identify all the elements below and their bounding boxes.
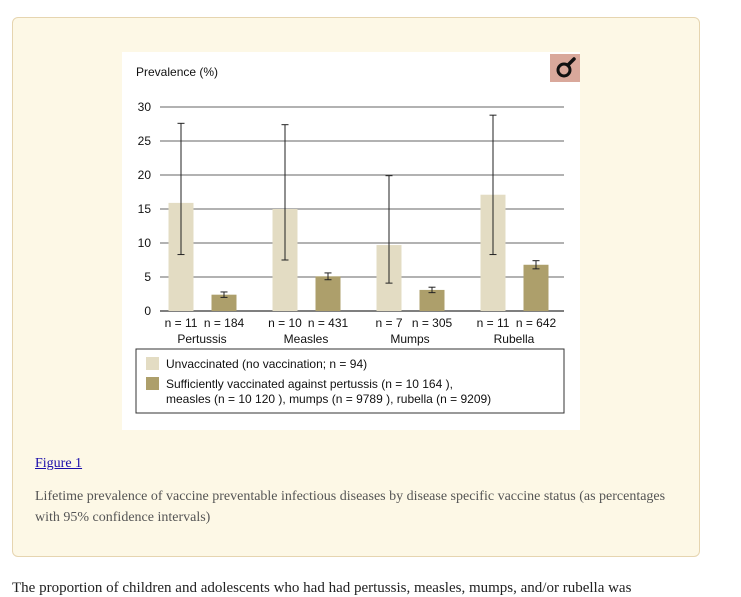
category-label: Measles (284, 332, 329, 346)
y-tick-label: 10 (138, 236, 152, 250)
bar-measles-vaccinated (315, 276, 341, 311)
magnifier-icon-lens[interactable] (556, 62, 572, 78)
figure-link[interactable]: Figure 1 (35, 456, 83, 471)
bar-chart: Prevalence (%) 0 5 10 15 20 25 30 n = 11 n = 18… (135, 54, 580, 414)
n-label: n = 7 (375, 316, 402, 330)
n-label: n = 305 (412, 316, 453, 330)
bar-pertussis-vaccinated (211, 294, 237, 311)
bar-rubella-vaccinated (523, 264, 549, 311)
chart-card: Prevalence (%) 0 5 10 15 20 25 30 n = 11 n = 18… (122, 52, 580, 430)
y-tick-label: 0 (144, 304, 151, 318)
bar-mumps-vaccinated (419, 289, 445, 311)
category-label: Pertussis (177, 332, 226, 346)
legend: Unvaccinated (no vaccination; n = 94) Su… (135, 348, 565, 414)
magnifier-icon[interactable] (550, 54, 580, 82)
n-label: n = 184 (204, 316, 245, 330)
y-axis-label: Prevalence (%) (136, 65, 218, 79)
y-tick-label: 25 (138, 134, 152, 148)
n-label: n = 11 (165, 316, 198, 330)
body-paragraph: The proportion of children and adolescen… (12, 580, 632, 596)
n-label: n = 431 (308, 316, 349, 330)
legend-frame (135, 348, 565, 414)
y-tick-label: 20 (138, 168, 152, 182)
legend-label-vaccinated: Sufficiently vaccinated against pertussi… (166, 377, 453, 391)
legend-swatch-unvaccinated (146, 357, 159, 370)
n-label: n = 11 (477, 316, 510, 330)
category-label: Mumps (390, 332, 429, 346)
n-label: n = 642 (516, 316, 557, 330)
legend-swatch-vaccinated (146, 377, 159, 390)
category-label: Rubella (494, 332, 535, 346)
magnifier-icon-handle[interactable] (566, 57, 576, 67)
y-tick-label: 30 (138, 100, 152, 114)
figure-panel: Prevalence (%) 0 5 10 15 20 25 30 n = 11 n = 18… (12, 17, 700, 557)
y-tick-label: 5 (144, 270, 151, 284)
figure-caption: Lifetime prevalence of vaccine preventab… (35, 489, 666, 525)
legend-label-unvaccinated: Unvaccinated (no vaccination; n = 94) (166, 357, 367, 371)
legend-label-vaccinated-line2: measles (n = 10 120 ), mumps (n = 9789 )… (166, 392, 491, 406)
y-tick-label: 15 (138, 202, 152, 216)
n-label: n = 10 (268, 316, 302, 330)
